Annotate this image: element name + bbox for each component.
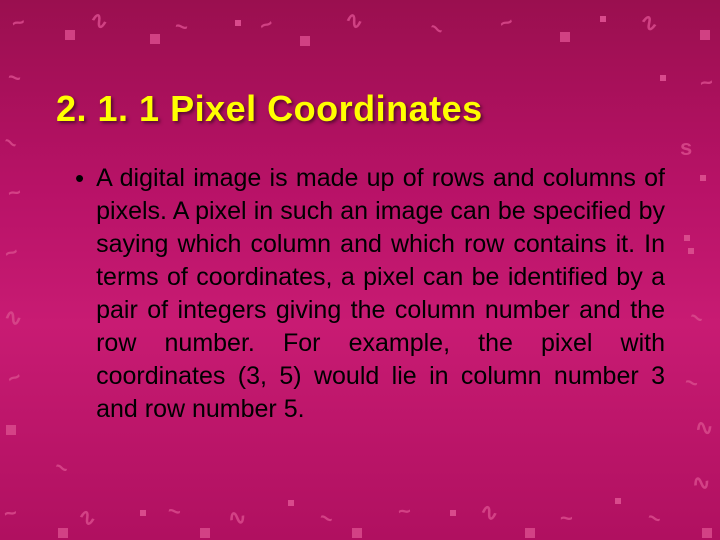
confetti-piece: ~ (685, 304, 708, 333)
confetti-piece (288, 500, 294, 506)
confetti-piece (688, 248, 694, 254)
slide: ~∿~~∿~~∿~~~s~~∿~~~∿~~∿~∿~~∿~~∿ 2. 1. 1 P… (0, 0, 720, 540)
confetti-piece: ~ (0, 129, 22, 158)
confetti-piece: ~ (682, 369, 701, 397)
confetti-piece (660, 75, 666, 81)
confetti-piece (352, 528, 362, 538)
confetti-piece (700, 30, 710, 40)
confetti-piece: ~ (496, 9, 517, 38)
confetti-piece: ~ (166, 497, 183, 525)
confetti-piece: ~ (50, 454, 73, 483)
confetti-piece (525, 528, 535, 538)
confetti-piece (600, 16, 606, 22)
confetti-piece (150, 34, 160, 44)
confetti-piece: ~ (6, 64, 23, 92)
confetti-piece: ∿ (635, 7, 663, 38)
confetti-piece (58, 528, 68, 538)
confetti-piece: ∿ (226, 504, 249, 533)
confetti-piece: ~ (255, 11, 278, 40)
confetti-piece (684, 235, 690, 241)
confetti-piece: ~ (560, 505, 573, 531)
confetti-piece: ~ (698, 69, 715, 97)
confetti-piece (6, 425, 16, 435)
confetti-piece: ~ (173, 13, 190, 41)
confetti-piece: ~ (644, 504, 665, 533)
confetti-piece: ~ (6, 179, 23, 207)
confetti-piece (140, 510, 146, 516)
confetti-piece: ~ (3, 364, 26, 393)
confetti-piece: ~ (1, 239, 22, 268)
slide-title: 2. 1. 1 Pixel Coordinates (56, 88, 483, 130)
confetti-piece: ∿ (690, 469, 713, 498)
confetti-piece: ∿ (342, 6, 367, 36)
confetti-piece (702, 528, 712, 538)
confetti-piece: ∿ (477, 498, 502, 528)
confetti-piece: s (680, 135, 692, 161)
confetti-piece: ∿ (74, 503, 100, 534)
bullet-item: • A digital image is made up of rows and… (75, 162, 665, 426)
bullet-marker-icon: • (75, 162, 84, 195)
confetti-piece: ~ (397, 497, 412, 524)
confetti-piece (235, 20, 241, 26)
confetti-piece (615, 498, 621, 504)
slide-body: • A digital image is made up of rows and… (75, 162, 665, 426)
confetti-piece (450, 510, 456, 516)
confetti-piece (560, 32, 570, 42)
confetti-piece: ~ (316, 504, 337, 533)
confetti-piece: ∿ (2, 304, 25, 333)
confetti-piece: ~ (2, 499, 19, 527)
bullet-text: A digital image is made up of rows and c… (96, 162, 665, 426)
confetti-piece (200, 528, 210, 538)
confetti-piece: ~ (9, 9, 28, 37)
confetti-piece: ∿ (694, 414, 715, 442)
confetti-piece (300, 36, 310, 46)
confetti-piece (65, 30, 75, 40)
confetti-piece: ~ (424, 15, 448, 44)
confetti-piece (700, 175, 706, 181)
confetti-piece: ∿ (86, 6, 112, 37)
